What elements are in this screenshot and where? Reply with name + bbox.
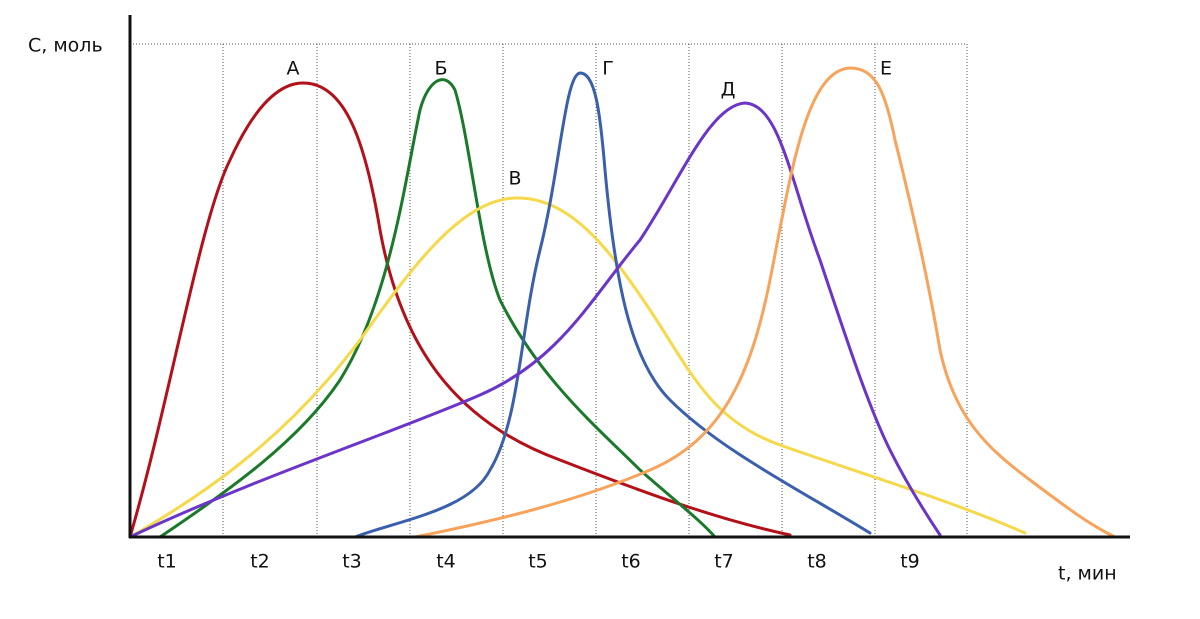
interval-label: t6 (621, 551, 641, 573)
interval-label: t8 (807, 551, 827, 573)
grid (130, 43, 968, 537)
curves (128, 66, 1117, 539)
curve-b (158, 78, 717, 539)
curve-v (128, 196, 1027, 539)
interval-label: t4 (436, 551, 456, 573)
curve-d (128, 101, 942, 539)
interval-label: t9 (900, 551, 920, 573)
interval-label: t1 (157, 551, 177, 573)
axes (128, 15, 1130, 539)
curve-label: В (508, 168, 521, 190)
interval-label: t7 (714, 551, 734, 573)
curve-label: Б (434, 58, 447, 80)
curve-label: А (287, 58, 300, 80)
interval-label: t5 (528, 551, 548, 573)
interval-label: t2 (250, 551, 270, 573)
curve-label: Г (602, 58, 614, 80)
curve-a (128, 81, 792, 539)
curve-label: Д (721, 79, 736, 101)
curve-label: Е (880, 58, 892, 80)
x-axis-label: t, мин (1058, 563, 1117, 585)
curve-e (413, 66, 1117, 539)
curve-g (353, 71, 872, 539)
y-axis-label: С, моль (28, 35, 103, 57)
interval-label: t3 (342, 551, 362, 573)
